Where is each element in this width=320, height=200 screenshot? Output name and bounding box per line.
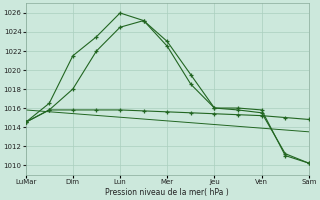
X-axis label: Pression niveau de la mer( hPa ): Pression niveau de la mer( hPa ) xyxy=(105,188,229,197)
